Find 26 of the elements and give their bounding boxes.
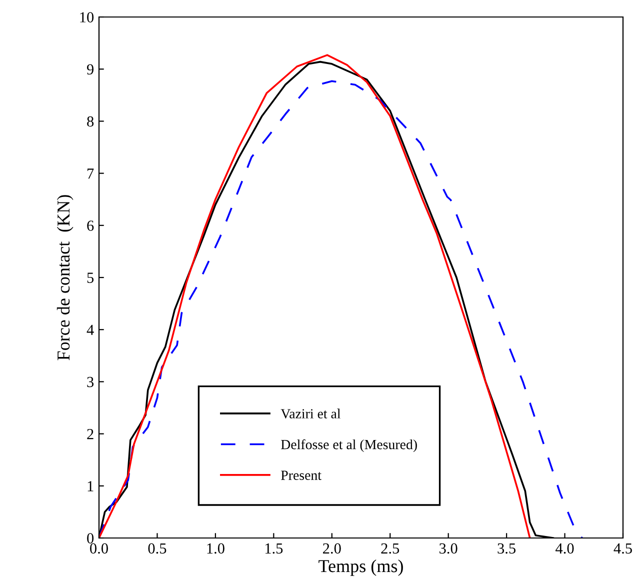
x-tick-label: 4.0 (556, 543, 574, 554)
y-tick-label: 9 (86, 64, 94, 75)
y-tick-label: 4 (86, 324, 94, 335)
x-tick-label: 0.5 (148, 543, 166, 554)
legend-label: Vaziri et al (280, 408, 341, 419)
x-tick-label: 0.0 (90, 543, 108, 554)
x-tick-label: 4.5 (614, 543, 632, 554)
y-tick-label: 7 (88, 168, 94, 179)
y-axis-title: Force de contact (KN) (56, 195, 74, 360)
legend-label: Present (281, 470, 322, 480)
legend-label: Delfosse et al (Mesured) (281, 439, 417, 452)
x-tick-label: 2.0 (323, 543, 341, 554)
y-tick-label: 1 (88, 481, 94, 492)
x-tick-label: 2.5 (381, 543, 400, 554)
x-axis-title: Temps (ms) (318, 559, 403, 576)
y-tick-label: 10 (80, 12, 94, 22)
y-tick-label: 8 (87, 116, 94, 127)
y-tick-label: 6 (87, 220, 94, 231)
x-tick-label: 1.5 (265, 543, 283, 554)
x-tick-label: 1.0 (207, 543, 224, 554)
y-tick-label: 3 (87, 376, 94, 388)
y-tick-label: 5 (87, 272, 94, 283)
x-tick-label: 3.0 (440, 543, 458, 554)
y-tick-label: 0 (87, 533, 94, 544)
x-tick-label: 3.5 (498, 543, 516, 554)
y-tick-label: 2 (87, 428, 94, 440)
